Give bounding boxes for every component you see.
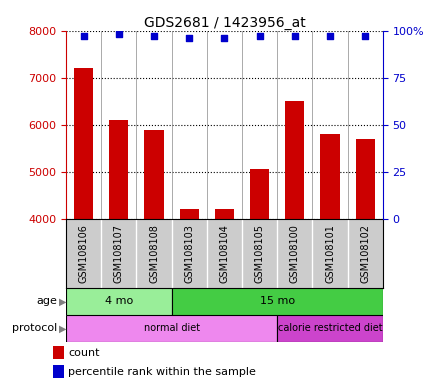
Text: GSM108106: GSM108106 — [79, 224, 88, 283]
Bar — [285, 101, 304, 219]
Bar — [250, 169, 269, 219]
Text: GSM108104: GSM108104 — [220, 224, 229, 283]
Bar — [66, 288, 172, 315]
Bar — [144, 129, 164, 219]
Text: protocol: protocol — [12, 323, 57, 333]
Text: GSM108103: GSM108103 — [184, 224, 194, 283]
Point — [186, 35, 193, 41]
Bar — [277, 315, 383, 342]
Bar — [53, 346, 64, 359]
Point — [150, 33, 158, 40]
Bar — [180, 210, 199, 219]
Point — [291, 33, 298, 40]
Bar — [66, 315, 277, 342]
Text: 15 mo: 15 mo — [260, 296, 295, 306]
Bar — [215, 210, 234, 219]
Text: normal diet: normal diet — [143, 323, 200, 333]
Text: 4 mo: 4 mo — [105, 296, 133, 306]
Text: GSM108107: GSM108107 — [114, 224, 124, 283]
Point — [326, 33, 334, 40]
Text: calorie restricted diet: calorie restricted diet — [278, 323, 382, 333]
Text: GSM108100: GSM108100 — [290, 224, 300, 283]
Text: ▶: ▶ — [59, 323, 67, 333]
Text: ▶: ▶ — [59, 296, 67, 306]
Text: GSM108101: GSM108101 — [325, 224, 335, 283]
Text: count: count — [68, 348, 100, 358]
Point — [80, 33, 87, 40]
Text: GSM108105: GSM108105 — [255, 224, 264, 283]
Point — [362, 33, 369, 40]
Text: GSM108102: GSM108102 — [360, 224, 370, 283]
Bar — [356, 139, 375, 219]
Point — [115, 31, 122, 38]
Bar — [320, 134, 340, 219]
Bar — [109, 120, 128, 219]
Text: GSM108108: GSM108108 — [149, 224, 159, 283]
Bar — [74, 68, 93, 219]
Title: GDS2681 / 1423956_at: GDS2681 / 1423956_at — [143, 16, 305, 30]
Bar — [172, 288, 383, 315]
Text: age: age — [37, 296, 57, 306]
Point — [256, 33, 263, 40]
Point — [221, 35, 228, 41]
Bar — [53, 365, 64, 378]
Text: percentile rank within the sample: percentile rank within the sample — [68, 367, 256, 377]
